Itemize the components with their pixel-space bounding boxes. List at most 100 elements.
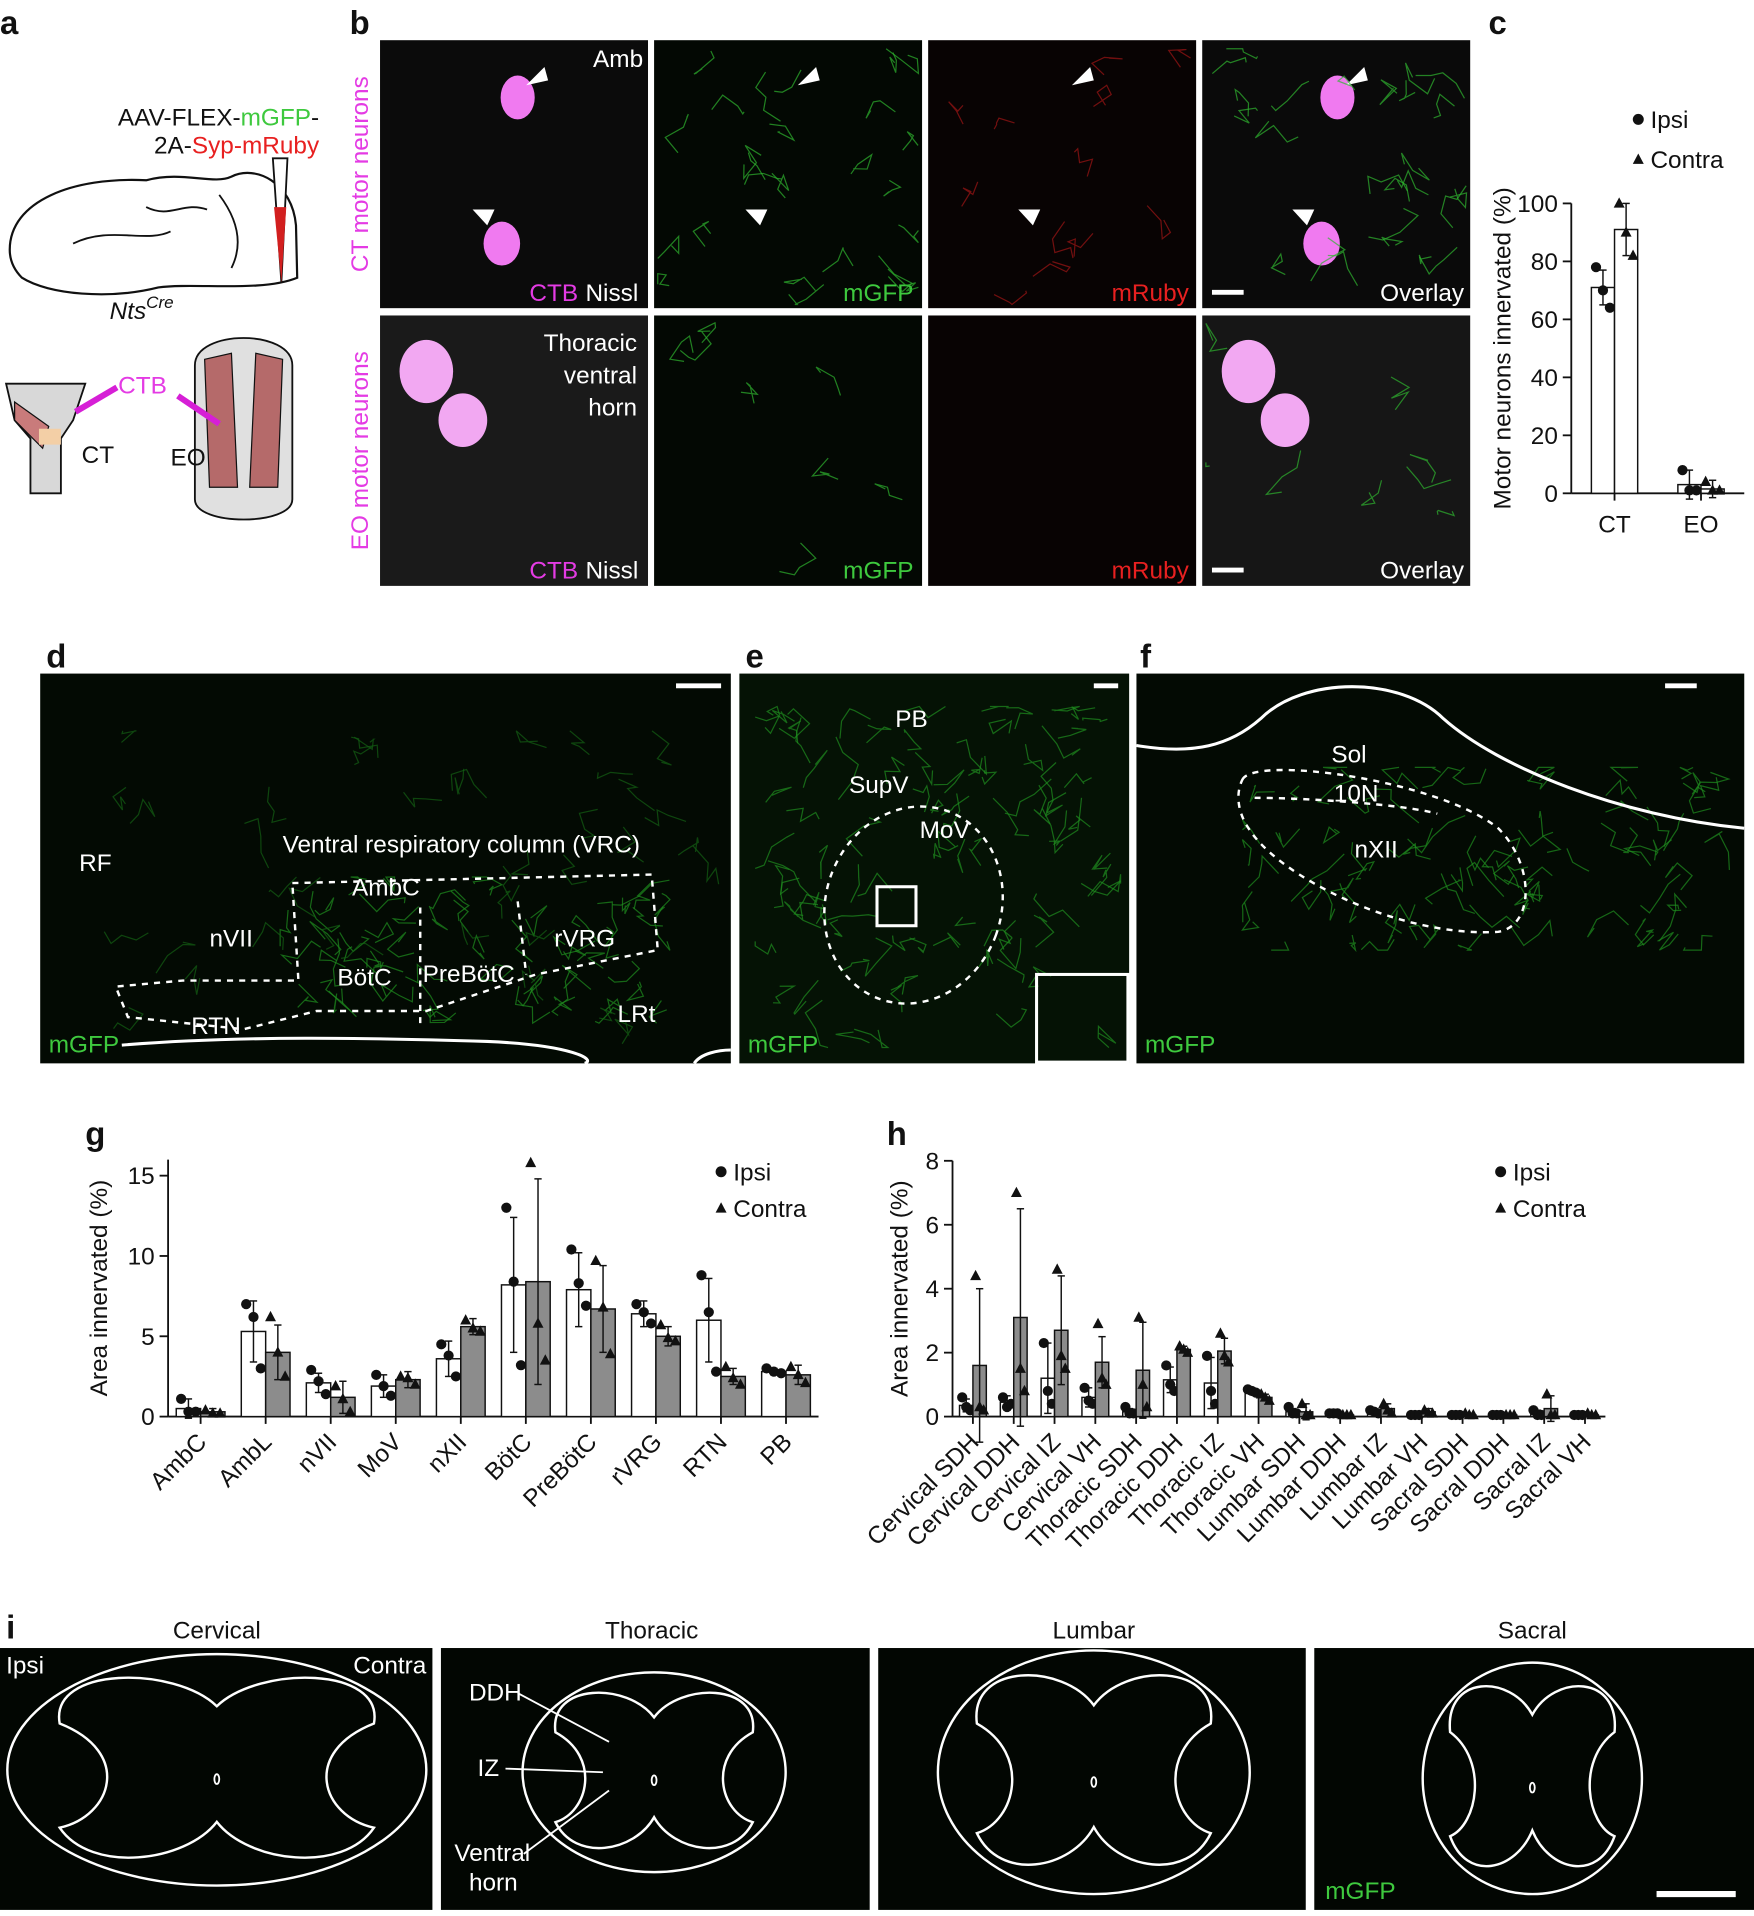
neuron	[438, 393, 488, 448]
fiber	[364, 921, 395, 944]
data-point	[385, 1390, 396, 1401]
data-point	[645, 1318, 657, 1329]
fiber	[1041, 725, 1081, 759]
region-label: horn	[588, 394, 637, 421]
data-point	[1700, 475, 1712, 486]
fiber	[799, 901, 822, 929]
fiber	[487, 876, 504, 896]
data-point	[580, 1300, 592, 1311]
outline	[121, 1036, 731, 1065]
y-tick-label: 4	[926, 1276, 940, 1303]
neurons	[399, 66, 1368, 448]
fiber	[1336, 75, 1356, 91]
fiber	[902, 131, 919, 151]
stain: CTB	[529, 558, 578, 585]
region-label: RF	[79, 850, 111, 877]
micrograph	[0, 1648, 433, 1910]
fiber	[804, 999, 829, 1049]
fiber	[1466, 835, 1490, 872]
fiber	[1424, 879, 1463, 905]
fiber	[1449, 188, 1468, 210]
fiber	[793, 979, 819, 1016]
data-point	[395, 1370, 407, 1381]
fiber	[771, 172, 790, 199]
fiber	[771, 709, 795, 724]
fiber	[697, 321, 717, 344]
fiber	[874, 483, 903, 501]
fiber	[755, 71, 781, 122]
data-point	[255, 1363, 266, 1374]
data-point	[402, 1371, 414, 1383]
fiber	[774, 864, 790, 896]
region-label: AmbC	[352, 874, 420, 901]
data-point	[696, 1270, 707, 1281]
fiber	[1234, 88, 1250, 117]
arrowhead	[472, 209, 495, 226]
fiber	[1073, 147, 1094, 177]
row-label: EO motor neurons	[347, 351, 374, 550]
data-point	[1042, 1385, 1053, 1397]
x-tick-label: CT	[1598, 511, 1631, 538]
fiber	[1414, 766, 1442, 773]
fiber	[561, 964, 592, 990]
neuron	[1320, 75, 1355, 120]
vector-part: mGFP	[241, 104, 311, 131]
x-tick-label: nVII	[293, 1429, 343, 1479]
fiber	[1241, 839, 1252, 866]
data-point	[279, 1370, 291, 1381]
data-point	[436, 1339, 447, 1350]
neuron	[399, 339, 454, 404]
fiber	[1658, 892, 1687, 942]
data-point	[337, 1392, 349, 1404]
vector-part: -	[311, 104, 319, 131]
channel-label: mGFP	[748, 1031, 818, 1058]
panel-label: g	[85, 1115, 105, 1152]
fiber	[479, 963, 515, 982]
data-point	[1096, 1372, 1108, 1383]
fiber	[1664, 862, 1693, 891]
fiber	[552, 935, 596, 956]
fiber	[1057, 727, 1087, 739]
fiber	[1398, 80, 1416, 102]
fiber	[1526, 771, 1555, 790]
fiber	[677, 837, 699, 856]
data-point	[344, 1405, 356, 1417]
error-bar	[1139, 1321, 1147, 1419]
fiber	[121, 730, 137, 743]
data-point	[501, 1202, 512, 1213]
fiber	[428, 905, 448, 931]
fiber	[318, 949, 346, 968]
data-point	[214, 1407, 226, 1418]
neuron	[1221, 339, 1276, 404]
data-point	[597, 1301, 609, 1312]
data-point	[207, 1407, 219, 1418]
fiber	[1466, 861, 1505, 898]
fiber	[1033, 784, 1051, 825]
data-point	[467, 1322, 479, 1333]
cord-outline	[936, 1649, 1251, 1896]
fiber	[1233, 107, 1258, 124]
channel-label: mRuby	[1112, 280, 1190, 307]
outline	[1136, 685, 1745, 830]
data-point	[1141, 1400, 1153, 1412]
fiber	[889, 984, 903, 1013]
fiber	[1586, 910, 1629, 938]
arrowhead	[745, 209, 768, 226]
data-point	[638, 1307, 649, 1318]
fiber	[472, 933, 485, 960]
data-point	[200, 1404, 211, 1415]
x-tick-label: MoV	[353, 1428, 408, 1483]
data-point	[248, 1311, 259, 1323]
micrograph	[928, 40, 1197, 309]
fiber	[774, 69, 802, 93]
fiber	[1367, 174, 1408, 194]
fiber	[1066, 232, 1094, 257]
fiber	[740, 382, 759, 404]
fiber	[605, 926, 619, 960]
fiber	[968, 837, 982, 866]
data-point	[190, 1406, 201, 1417]
fiber	[1440, 873, 1476, 914]
fiber	[525, 929, 555, 947]
